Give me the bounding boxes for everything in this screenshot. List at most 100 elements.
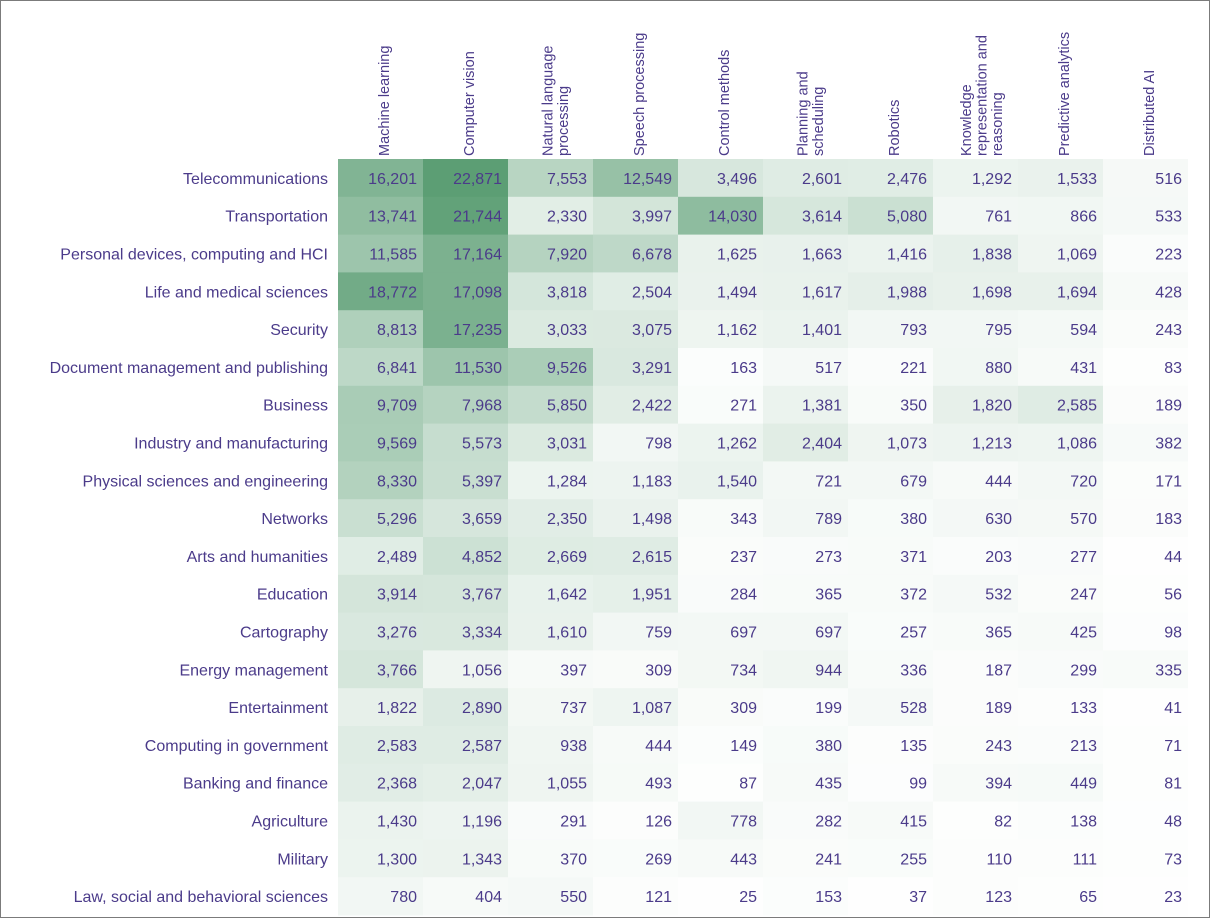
column-label: Predictive analytics — [1057, 32, 1073, 156]
heatmap-cell — [338, 348, 423, 387]
heatmap-cell — [338, 423, 423, 462]
heatmap-cell — [593, 348, 678, 387]
cell-value: 11,530 — [454, 360, 502, 377]
heatmap-cell — [1018, 310, 1103, 349]
cell-value: 189 — [1155, 398, 1182, 415]
cell-value: 1,533 — [1057, 171, 1097, 188]
heatmap-cell — [338, 726, 423, 765]
heatmap-cell — [1018, 537, 1103, 576]
cell-value: 135 — [900, 738, 927, 755]
cell-value: 2,368 — [377, 776, 417, 793]
heatmap-cell — [423, 537, 508, 576]
heatmap-cell — [1018, 650, 1103, 689]
cell-value: 570 — [1070, 511, 1097, 528]
cell-value: 380 — [815, 738, 842, 755]
column-label: Control methods — [717, 50, 733, 156]
heatmap-cell — [763, 650, 848, 689]
heatmap-cell — [338, 196, 423, 236]
heatmap-cell — [1018, 234, 1103, 273]
heatmap-cell — [1018, 461, 1103, 500]
cell-value: 2,350 — [547, 511, 587, 528]
cell-value: 1,162 — [717, 322, 757, 339]
cell-value: 123 — [985, 889, 1012, 906]
heatmap-cell — [423, 272, 508, 311]
heatmap-cell — [1018, 423, 1103, 462]
cell-value: 21,744 — [453, 209, 502, 226]
heatmap-cell — [593, 801, 678, 840]
cell-value: 171 — [1155, 473, 1182, 490]
cell-value: 243 — [985, 738, 1012, 755]
row-label: Law, social and behavioral sciences — [74, 889, 328, 906]
cell-value: 199 — [815, 700, 842, 717]
heatmap-cell — [848, 196, 933, 236]
heatmap-cell — [338, 612, 423, 651]
heatmap-cell — [423, 310, 508, 349]
heatmap-cell — [338, 574, 423, 614]
cell-value: 795 — [985, 322, 1012, 339]
heatmap-cell — [848, 272, 933, 311]
heatmap-cell — [593, 612, 678, 651]
cell-value: 221 — [900, 360, 927, 377]
heatmap-cell — [763, 763, 848, 803]
heatmap-cell — [593, 385, 678, 425]
heatmap-cell — [423, 763, 508, 803]
heatmap-cell — [678, 763, 763, 803]
cell-value: 1,381 — [802, 398, 842, 415]
heatmap-cell — [678, 196, 763, 236]
heatmap-cell — [508, 196, 593, 236]
heatmap-cell — [848, 234, 933, 273]
cell-value: 83 — [1164, 360, 1182, 377]
heatmap-cell — [848, 612, 933, 651]
row-label: Physical sciences and engineering — [83, 473, 328, 490]
cell-value: 183 — [1155, 511, 1182, 528]
heatmap-cell — [423, 499, 508, 538]
cell-value: 866 — [1070, 209, 1097, 226]
heatmap-cell — [933, 159, 1018, 198]
cell-value: 443 — [730, 851, 757, 868]
cell-value: 269 — [645, 851, 672, 868]
heatmap-cell — [338, 877, 423, 916]
heatmap-cell — [933, 423, 1018, 462]
cell-value: 1,087 — [632, 700, 672, 717]
cell-value: 291 — [560, 814, 587, 831]
cell-value: 1,086 — [1057, 436, 1097, 453]
cell-value: 394 — [985, 776, 1012, 793]
heatmap-cell — [763, 234, 848, 273]
cell-value: 517 — [815, 360, 842, 377]
cell-value: 528 — [900, 700, 927, 717]
column-label: Robotics — [887, 100, 903, 156]
heatmap-cell — [763, 310, 848, 349]
column-label: Distributed AI — [1142, 70, 1158, 156]
heatmap-cell — [508, 877, 593, 916]
cell-value: 3,997 — [632, 209, 672, 226]
row-label: Energy management — [179, 662, 328, 679]
heatmap-cell — [338, 801, 423, 840]
heatmap-cell — [338, 650, 423, 689]
cell-value: 697 — [815, 625, 842, 642]
cell-value: 1,617 — [802, 284, 842, 301]
heatmap-cell — [933, 348, 1018, 387]
heatmap-cell — [1103, 423, 1188, 462]
cell-value: 11,585 — [369, 247, 417, 264]
heatmap-cell — [1018, 196, 1103, 236]
heatmap-cell — [508, 763, 593, 803]
cell-value: 2,601 — [802, 171, 842, 188]
cell-value: 734 — [730, 662, 757, 679]
heatmap-cell — [933, 612, 1018, 651]
heatmap-cell — [678, 801, 763, 840]
cells-layer — [338, 159, 1188, 916]
cell-value: 243 — [1155, 322, 1182, 339]
heatmap-cell — [593, 461, 678, 500]
heatmap-cell — [763, 272, 848, 311]
cell-value: 2,047 — [462, 776, 502, 793]
row-label: Education — [257, 587, 328, 604]
heatmap-cell — [1103, 726, 1188, 765]
cell-value: 1,698 — [972, 284, 1012, 301]
column-label-line: representation and — [975, 35, 991, 156]
cell-value: 48 — [1164, 814, 1182, 831]
cell-value: 3,031 — [547, 436, 587, 453]
heatmap-cell — [423, 688, 508, 727]
cell-value: 1,822 — [377, 700, 417, 717]
heatmap-cell — [933, 310, 1018, 349]
heatmap-cell — [763, 726, 848, 765]
